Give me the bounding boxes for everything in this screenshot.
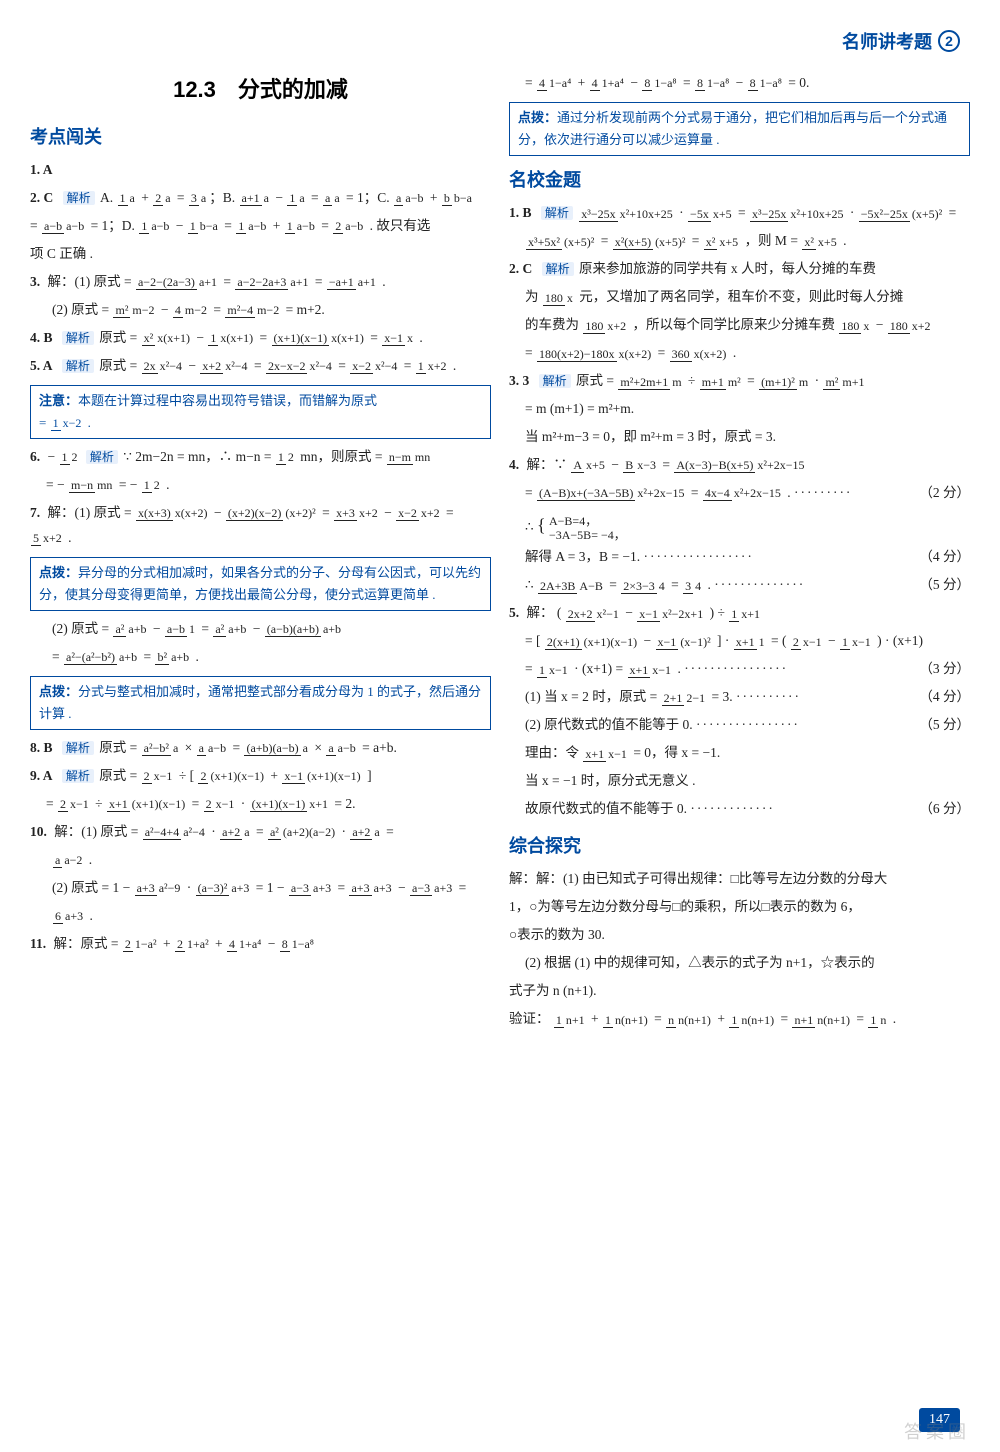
sect-zonghe: 综合探究 [509, 830, 970, 863]
m2-l3: 的车费为 180x+2 ，所以每个同学比原来少分摊车费 180x − 180x+… [509, 313, 970, 338]
q3: 3. 解：(1) 原式 = a−2−(2a−3)a+1 = a−2−2a+3a+… [30, 270, 491, 295]
z-verify: 验证： 1n+1 + 1n(n+1) = nn(n+1) + 1n(n+1) =… [509, 1007, 970, 1032]
m5-2: = [ 2(x+1)(x+1)(x−1) − x−1(x−1)² ] · x+1… [509, 629, 970, 654]
m2-l2: 为 180x 元，又增加了两名同学，租车价不变，则此时每人分摊 [509, 285, 970, 310]
m4: 4. 解：∵ Ax+5 − Bx−3 = A(x−3)−B(x+5)x²+2x−… [509, 453, 970, 478]
m3-c: = m (m+1) = m²+m. [509, 397, 970, 422]
header-brand: 名师讲考题 2 [842, 28, 960, 54]
m1: 1. B 解析 x³−25xx²+10x+25 · −5xx+5 = x³−25… [509, 201, 970, 226]
m1-cont: x³+5x²(x+5)² = x²(x+5)(x+5)² = x²x+5 ，则 … [509, 229, 970, 254]
m3-e: 当 m²+m−3 = 0，即 m²+m = 3 时，原式 = 3. [509, 425, 970, 450]
q10b-end: 6a+3 . [30, 904, 491, 929]
q5: 5. A 解析 原式 = 2xx²−4 − x+2x²−4 = 2x−x−2x²… [30, 354, 491, 379]
m2-l4: = 180(x+2)−180xx(x+2) = 360x(x+2) . [509, 341, 970, 366]
section-title: 12.3 分式的加减 [30, 70, 491, 111]
q7: 7. 解：(1) 原式 = x(x+3)x(x+2) − (x+2)(x−2)(… [30, 501, 491, 551]
z1: 解：解：(1) 由已知式子可得出规律：□比等号左边分数的分母大 [509, 867, 970, 892]
m5-3: = 1x−1 · (x+1) = x+1x−1 . ··············… [509, 657, 970, 682]
m5-p1: (1) 当 x = 2 时，原式 = 2+12−1 = 3. ·········… [509, 685, 970, 710]
note-q5: 注意：本题在计算过程中容易出现符号错误，而错解为原式 = 1x−2 . [30, 385, 491, 439]
q7b: (2) 原式 = a²a+b − a−b1 = a²a+b − (a−b)(a+… [30, 617, 491, 642]
q10b: (2) 原式 = 1 − a+3a²−9 · (a−3)²a+3 = 1 − a… [30, 876, 491, 901]
q3b: (2) 原式 = m²m−2 − 4m−2 = m²−4m−2 = m+2. [30, 298, 491, 323]
m4-sys: ∴ { A−B=4，−3A−5B= −4， [509, 509, 970, 542]
q10-end: aa−2 . [30, 848, 491, 873]
z1c: ○表示的数为 30. [509, 923, 970, 948]
q6-cont: = − m−nmn = − 12 . [30, 473, 491, 498]
m5-r2: 当 x = −1 时，原分式无意义 . [509, 769, 970, 794]
q7b2: = a²−(a²−b²)a+b = b²a+b . [30, 645, 491, 670]
box-q7b: 点拨：分式与整式相加减时，通常把整式部分看成分母为 1 的式子，然后通分计算 . [30, 676, 491, 730]
q4: 4. B 解析 原式 = x²x(x+1) − 1x(x+1) = (x+1)(… [30, 326, 491, 351]
q10: 10. 解：(1) 原式 = a²−4+4a²−4 · a+2a = a²(a+… [30, 820, 491, 845]
q9-cont: = 2x−1 ÷ x+1(x+1)(x−1) = 2x−1 · (x+1)(x−… [30, 792, 491, 817]
box-top-right: 点拨：通过分析发现前两个分式易于通分，把它们相加后再与后一个分式通分，依次进行通… [509, 102, 970, 156]
m5-r3: 故原代数式的值不能等于 0. ·············（6 分） [509, 797, 970, 822]
q2: 2. C 解析 A. 1a + 2a = 3a；B. a+1a − 1a = a… [30, 186, 491, 211]
q2-end: 项 C 正确 . [30, 242, 491, 267]
m4-final: ∴ 2A+3BA−B = 2×3−34 = 34 . ·············… [509, 573, 970, 598]
z2: (2) 根据 (1) 中的规律可知，△表示的式子为 n+1，☆表示的 [509, 951, 970, 976]
q6: 6. − 12 解析 ∵ 2m−2n = mn，∴ m−n = 12 mn，则原… [30, 445, 491, 470]
m2: 2. C 解析 原来参加旅游的同学共有 x 人时，每人分摊的车费 [509, 257, 970, 282]
m5-r1: 理由：令 x+1x−1 = 0，得 x = −1. [509, 741, 970, 766]
watermark: 答案圈 [904, 1418, 970, 1444]
jiexi-tag: 解析 [63, 191, 95, 205]
q11-cont: = 41−a⁴ + 41+a⁴ − 81−a⁸ = 81−a⁸ − 81−a⁸ … [509, 71, 970, 96]
m4-2: = (A−B)x+(−3A−5B)x²+2x−15 = 4x−4x²+2x−15… [509, 481, 970, 506]
m5-p2: (2) 原代数式的值不能等于 0. ················（5 分） [509, 713, 970, 738]
z2b: 式子为 n (n+1). [509, 979, 970, 1004]
box-q7: 点拨：异分母的分式相加减时，如果各分式的分子、分母有公因式，可以先约分，使其分母… [30, 557, 491, 611]
q1: 1. A [30, 158, 491, 183]
brand-text: 名师讲考题 [842, 28, 932, 54]
m3: 3. 3 解析 原式 = m²+2m+1m ÷ m+1m² = (m+1)²m … [509, 369, 970, 394]
m4-sol: 解得 A = 3，B = −1. ·················（4 分） [509, 545, 970, 570]
q11: 11. 解：原式 = 21−a² + 21+a² + 41+a⁴ − 81−a⁸ [30, 932, 491, 957]
right-column: = 41−a⁴ + 41+a⁴ − 81−a⁸ = 81−a⁸ − 81−a⁸ … [509, 40, 970, 1432]
left-column: 12.3 分式的加减 考点闯关 1. A 2. C 解析 A. 1a + 2a … [30, 40, 491, 1432]
sect-kaodian: 考点闯关 [30, 121, 491, 154]
m5: 5. 解： ( 2x+2x²−1 − x−1x²−2x+1 ) ÷ 1x+1 [509, 601, 970, 626]
brand-logo: 2 [938, 30, 960, 52]
q8: 8. B 解析 原式 = a²−b²a × aa−b = (a+b)(a−b)a… [30, 736, 491, 761]
sect-mingxiao: 名校金题 [509, 164, 970, 197]
q9: 9. A 解析 原式 = 2x−1 ÷ [ 2(x+1)(x−1) + x−1(… [30, 764, 491, 789]
q2-cont: = a−ba−b = 1；D. 1a−b − 1b−a = 1a−b + 1a−… [30, 214, 491, 239]
z1b: 1，○为等号左边分数分母与□的乘积，所以□表示的数为 6， [509, 895, 970, 920]
